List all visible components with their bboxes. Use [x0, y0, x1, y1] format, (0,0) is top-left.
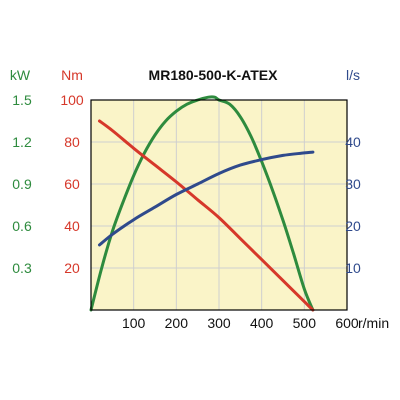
torque-tick-label: 20 [64, 260, 80, 276]
plot-frame [90, 99, 348, 311]
flow-tick-label: 40 [345, 134, 361, 150]
power-tick-label: 1.5 [12, 92, 32, 108]
x-tick-label: 500 [293, 315, 317, 331]
torque-tick-label: 100 [60, 92, 84, 108]
flow-tick-label: 10 [345, 260, 361, 276]
chart-title: MR180-500-K-ATEX [149, 67, 279, 83]
x-tick-label: 100 [122, 315, 146, 331]
x-axis-label: r/min [358, 315, 389, 331]
torque-axis-unit: Nm [61, 67, 83, 83]
x-tick-label: 200 [165, 315, 189, 331]
torque-curve [98, 119, 315, 312]
power-axis-unit: kW [10, 67, 31, 83]
power-tick-label: 0.9 [12, 176, 32, 192]
x-tick-label: 600 [335, 315, 359, 331]
power-tick-label: 0.3 [12, 260, 32, 276]
flow-tick-label: 20 [345, 218, 361, 234]
series-layer [89, 95, 315, 312]
flow-tick-label: 30 [345, 176, 361, 192]
power-curve [89, 95, 315, 312]
x-tick-label: 300 [207, 315, 231, 331]
x-tick-label: 400 [250, 315, 274, 331]
flow-curve [98, 150, 315, 247]
flow-axis-unit: l/s [346, 67, 360, 83]
power-tick-label: 0.6 [12, 218, 32, 234]
torque-tick-label: 40 [64, 218, 80, 234]
grid-lines [91, 100, 347, 310]
torque-tick-label: 60 [64, 176, 80, 192]
torque-tick-label: 80 [64, 134, 80, 150]
power-tick-label: 1.2 [12, 134, 32, 150]
axis-labels: 100 200 300 400 500 600 r/min kW 1.5 1.2 0.9 0.6 0.3… [10, 67, 389, 331]
